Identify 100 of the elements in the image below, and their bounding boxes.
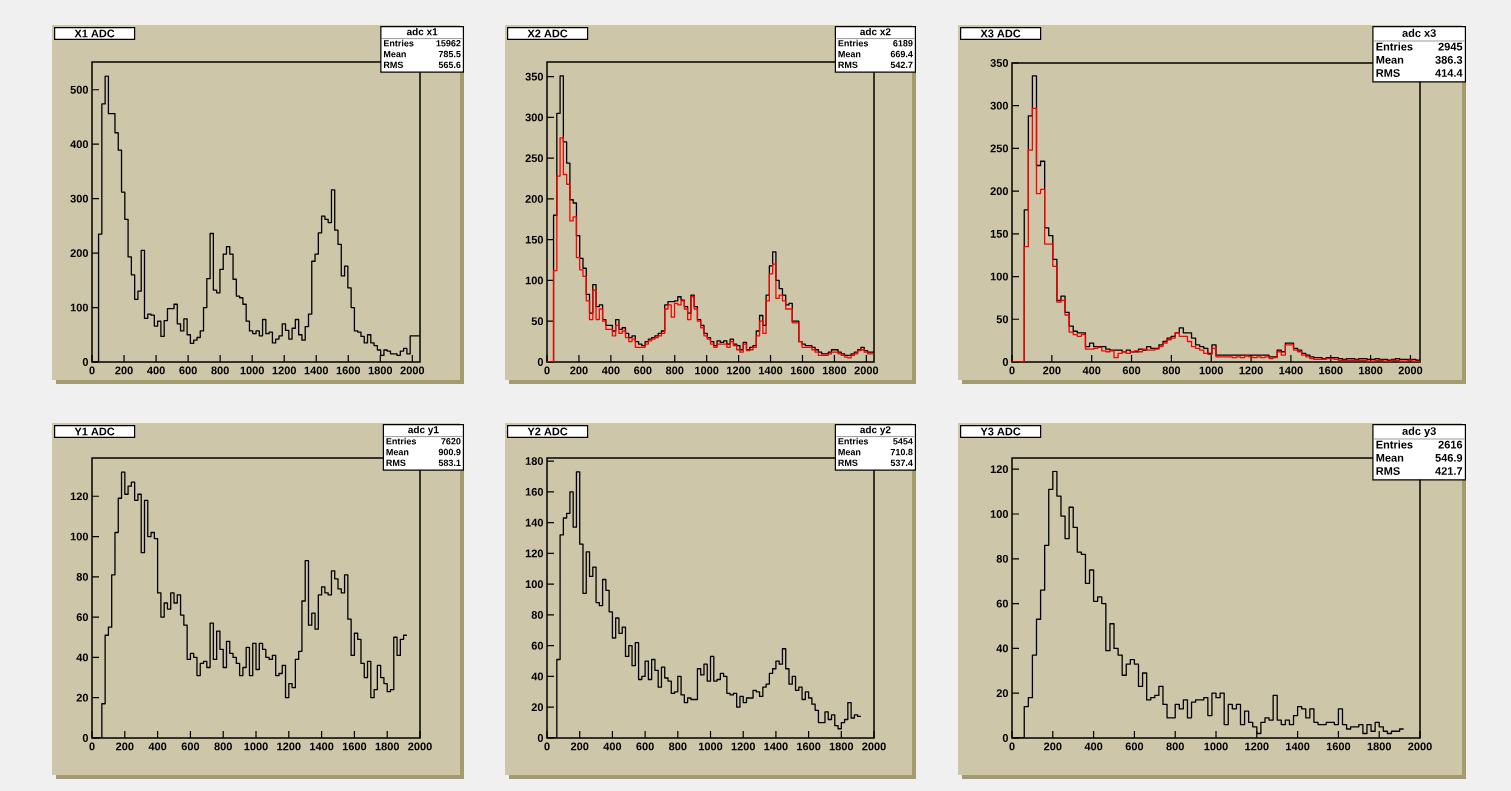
y-tick-label: 80 — [996, 554, 1009, 563]
chart-title: X3 ADC — [980, 29, 1021, 38]
x-tick-label: 200 — [570, 366, 588, 375]
chart-title: Y3 ADC — [980, 427, 1021, 436]
x-tick-label: 600 — [1125, 742, 1144, 751]
y-tick-label: 400 — [70, 140, 89, 149]
y-tick-label: 300 — [990, 101, 1009, 110]
x-tick-label: 400 — [603, 742, 622, 751]
y-tick-label: 40 — [76, 653, 89, 662]
x-tick-label: 2000 — [1398, 366, 1423, 375]
text: 900.9 — [438, 448, 461, 456]
y-tick-label: 100 — [70, 532, 89, 541]
y-tick-label: 50 — [996, 315, 1009, 324]
y-tick-label: 100 — [525, 580, 544, 589]
y-tick-label: 350 — [990, 59, 1009, 67]
x-tick-label: 1600 — [797, 742, 821, 751]
y-tick-label: 300 — [525, 113, 544, 122]
chart-title: Y1 ADC — [74, 427, 115, 436]
text: 2616 — [1438, 440, 1463, 449]
y-tick-label: 160 — [525, 487, 544, 496]
x-tick-label: 1400 — [1286, 742, 1310, 751]
x-tick-label: 1600 — [1319, 366, 1343, 375]
y-tick-label: 250 — [525, 154, 544, 163]
y-tick-label: 60 — [531, 641, 544, 650]
x-tick-label: 400 — [1082, 366, 1101, 375]
x-tick-label: 2000 — [862, 742, 886, 751]
x-tick-label: 800 — [211, 366, 229, 375]
y-tick-label: 0 — [82, 734, 89, 742]
text: 669.4 — [890, 50, 913, 58]
text: adc y3 — [1402, 426, 1436, 438]
text: Entries — [1376, 42, 1413, 51]
text: 5454 — [893, 438, 913, 445]
x-tick-label: 1200 — [1239, 366, 1263, 375]
y-tick-label: 200 — [990, 187, 1009, 196]
text: 414.4 — [1435, 69, 1463, 77]
y-tick-label: 20 — [996, 689, 1009, 698]
y-tick-label: 200 — [70, 249, 89, 257]
chart-title: X2 ADC — [527, 29, 568, 38]
text: adc x3 — [1402, 28, 1436, 37]
x-tick-label: 400 — [147, 366, 165, 375]
text: 537.4 — [890, 459, 913, 467]
x-tick-label: 1800 — [822, 366, 847, 375]
text: Mean — [383, 50, 406, 58]
x-tick-label: 800 — [214, 742, 232, 751]
text: Entries — [838, 437, 869, 445]
y-tick-label: 140 — [525, 518, 544, 527]
y-tick-label: 300 — [70, 194, 89, 203]
text: 710.8 — [890, 448, 913, 456]
y-tick-label: 120 — [990, 465, 1009, 474]
x-tick-label: 1000 — [695, 366, 719, 375]
x-tick-label: 2000 — [408, 742, 432, 751]
x-tick-label: 800 — [665, 366, 684, 375]
y-tick-label: 200 — [525, 195, 544, 203]
text: 2945 — [1438, 42, 1463, 51]
x-tick-label: 200 — [570, 742, 589, 751]
x-tick-label: 2000 — [854, 366, 879, 375]
y-tick-label: 100 — [70, 303, 89, 312]
x-tick-label: 0 — [544, 366, 550, 375]
text: Mean — [838, 448, 861, 456]
x-tick-label: 0 — [544, 742, 550, 751]
text: adc x1 — [406, 27, 438, 36]
y-tick-label: 80 — [531, 611, 544, 619]
x-tick-label: 400 — [148, 742, 167, 751]
x-tick-label: 1200 — [731, 742, 755, 751]
x-tick-label: 200 — [1044, 742, 1062, 751]
text: Entries — [1376, 440, 1413, 449]
y-tick-label: 0 — [82, 358, 89, 366]
x-tick-label: 1600 — [342, 742, 367, 751]
y-tick-label: 40 — [996, 644, 1009, 653]
x-tick-label: 200 — [115, 366, 133, 375]
y-tick-label: 80 — [76, 572, 89, 581]
x-tick-label: 1400 — [304, 366, 328, 375]
x-tick-label: 1000 — [1199, 366, 1223, 375]
x-tick-label: 1200 — [277, 742, 301, 751]
x-tick-label: 2000 — [1408, 742, 1432, 751]
text: 15962 — [436, 40, 461, 47]
x-tick-label: 600 — [634, 366, 652, 375]
x-tick-label: 600 — [636, 742, 654, 751]
x-tick-label: 400 — [1084, 742, 1103, 751]
annotation: RMS — [1376, 69, 1400, 77]
x-tick-label: 1800 — [1367, 742, 1391, 751]
y-tick-label: 0 — [537, 358, 544, 366]
x-tick-label: 1800 — [1359, 366, 1383, 375]
annotation: Mean — [1376, 454, 1404, 462]
text: Mean — [386, 448, 409, 456]
text: 386.3 — [1435, 55, 1463, 64]
x-tick-label: 800 — [1166, 742, 1184, 751]
text: 542.7 — [890, 61, 913, 69]
annotation: RMS — [1376, 467, 1400, 475]
chart-title: Y2 ADC — [527, 427, 568, 436]
text: Entries — [386, 437, 417, 445]
y-tick-label: 100 — [525, 276, 544, 285]
x-tick-label: 1200 — [272, 366, 296, 375]
y-tick-label: 150 — [990, 229, 1009, 238]
text: Entries — [383, 39, 414, 47]
x-tick-label: 0 — [1009, 366, 1015, 375]
y-tick-label: 180 — [525, 457, 544, 465]
x-tick-label: 400 — [601, 366, 620, 375]
x-tick-label: 0 — [1009, 742, 1015, 751]
text: adc y2 — [860, 425, 891, 436]
